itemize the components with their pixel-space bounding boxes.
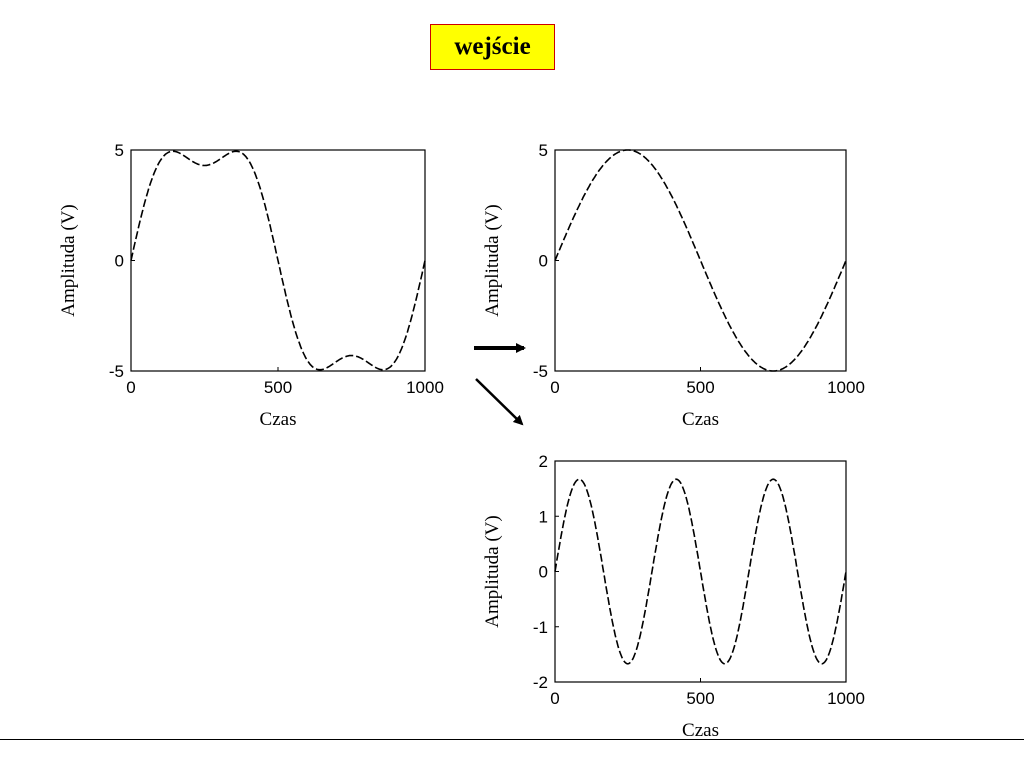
x-tick-label: 1000 <box>827 378 865 397</box>
y-tick-label: 0 <box>539 252 548 271</box>
arrow-to-output-3 <box>475 378 524 426</box>
series-line <box>130 150 426 371</box>
x-tick-label: 1000 <box>827 689 865 708</box>
y-tick-label: 1 <box>539 507 548 526</box>
y-tick-label: 5 <box>115 141 124 160</box>
x-tick-label: 500 <box>686 378 714 397</box>
y-axis-label: Amplituda (V) <box>482 204 503 316</box>
series-line <box>554 149 847 372</box>
x-tick-label: 1000 <box>406 378 444 397</box>
x-tick-label: 0 <box>550 378 559 397</box>
y-tick-label: -5 <box>533 362 548 381</box>
y-tick-label: 0 <box>115 252 124 271</box>
y-tick-label: 0 <box>539 563 548 582</box>
title-text: wejście <box>454 33 531 60</box>
y-tick-label: 5 <box>539 141 548 160</box>
plot-frame <box>554 149 847 372</box>
plot-frame <box>554 460 847 683</box>
x-axis-label: Czas <box>260 409 297 430</box>
y-axis-label: Amplituda (V) <box>58 204 79 316</box>
footer-divider <box>0 739 1024 740</box>
y-tick-label: -2 <box>533 673 548 692</box>
x-axis-label: Czas <box>682 409 719 430</box>
x-axis-label: Czas <box>682 720 719 741</box>
chart-output-3: 0 500 1000 -2 -1 0 1 2 Czas Amplituda (V) <box>482 452 865 741</box>
series-line <box>554 478 847 665</box>
x-tick-label: 0 <box>550 689 559 708</box>
x-tick-label: 500 <box>264 378 292 397</box>
x-tick-label: 0 <box>126 378 135 397</box>
y-axis-label: Amplituda (V) <box>482 515 503 627</box>
y-tick-label: -5 <box>109 362 124 381</box>
y-tick-label: -1 <box>533 618 548 637</box>
y-tick-label: 2 <box>539 452 548 471</box>
title-badge: wejście <box>430 24 555 70</box>
x-tick-label: 500 <box>686 689 714 708</box>
